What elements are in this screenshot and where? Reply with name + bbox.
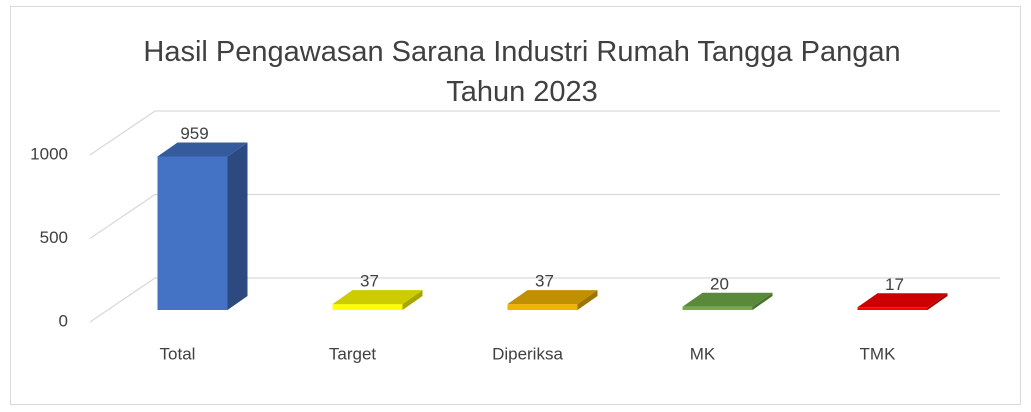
bar <box>682 292 773 310</box>
bar-front <box>857 307 928 310</box>
bar <box>507 290 598 310</box>
bar-top <box>332 290 423 305</box>
x-tick-label: Target <box>329 344 377 363</box>
bar-front <box>157 156 228 310</box>
y-tick-label: 500 <box>40 228 68 247</box>
bar-side <box>752 292 773 310</box>
bar <box>857 293 948 310</box>
bar-front <box>332 304 403 310</box>
bar-top <box>682 292 773 307</box>
data-label: 959 <box>180 124 208 143</box>
y-tick-label: 0 <box>59 311 68 330</box>
bar-top <box>157 142 248 157</box>
bar-top <box>857 293 948 308</box>
x-tick-label: MK <box>690 344 716 363</box>
bar <box>157 142 248 310</box>
bar-side <box>927 293 948 310</box>
grid-line <box>89 277 1000 323</box>
data-label: 37 <box>360 272 379 291</box>
data-label: 17 <box>885 275 904 294</box>
x-tick-label: Diperiksa <box>492 344 563 363</box>
x-tick-label: Total <box>160 344 196 363</box>
bar-front <box>682 306 753 310</box>
bar-top <box>507 290 598 305</box>
data-label: 37 <box>535 272 554 291</box>
bar-front <box>507 304 578 310</box>
bar-side <box>227 142 248 310</box>
bar-side <box>402 290 423 310</box>
bar-side <box>577 290 598 310</box>
bar <box>332 290 423 310</box>
y-tick-label: 1000 <box>30 144 68 163</box>
x-tick-label: TMK <box>860 344 897 363</box>
data-label: 20 <box>710 274 729 293</box>
grid-line <box>89 193 1000 240</box>
chart-title: Hasil Pengawasan Sarana Industri Rumah T… <box>143 36 901 108</box>
grid-line <box>89 110 1000 156</box>
